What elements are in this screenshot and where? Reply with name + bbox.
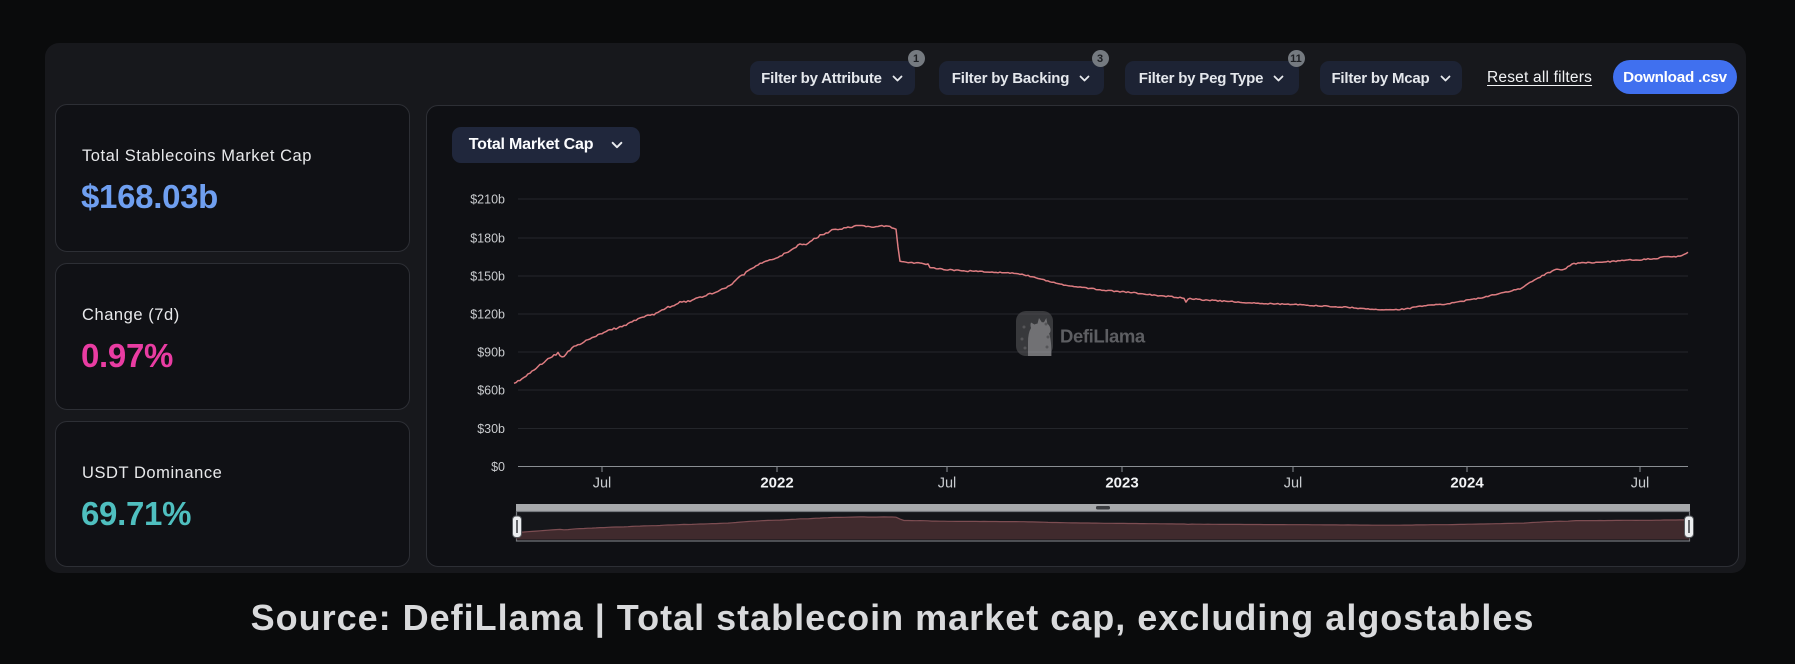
svg-text:$150b: $150b [470,270,505,284]
svg-text:Jul: Jul [1284,476,1303,492]
svg-text:$30b: $30b [477,422,505,436]
svg-text:$60b: $60b [477,384,505,398]
svg-text:2024: 2024 [1450,475,1484,492]
svg-text:$180b: $180b [470,232,505,246]
svg-text:Jul: Jul [1631,476,1650,492]
svg-text:DefiLlama: DefiLlama [1060,326,1146,347]
svg-text:Jul: Jul [593,476,612,492]
svg-text:Jul: Jul [938,476,957,492]
svg-text:2023: 2023 [1105,475,1138,492]
svg-text:2022: 2022 [760,475,793,492]
svg-text:$90b: $90b [477,346,505,360]
svg-text:$210b: $210b [470,193,505,207]
svg-text:$120b: $120b [470,308,505,322]
svg-text:$0: $0 [491,460,505,474]
